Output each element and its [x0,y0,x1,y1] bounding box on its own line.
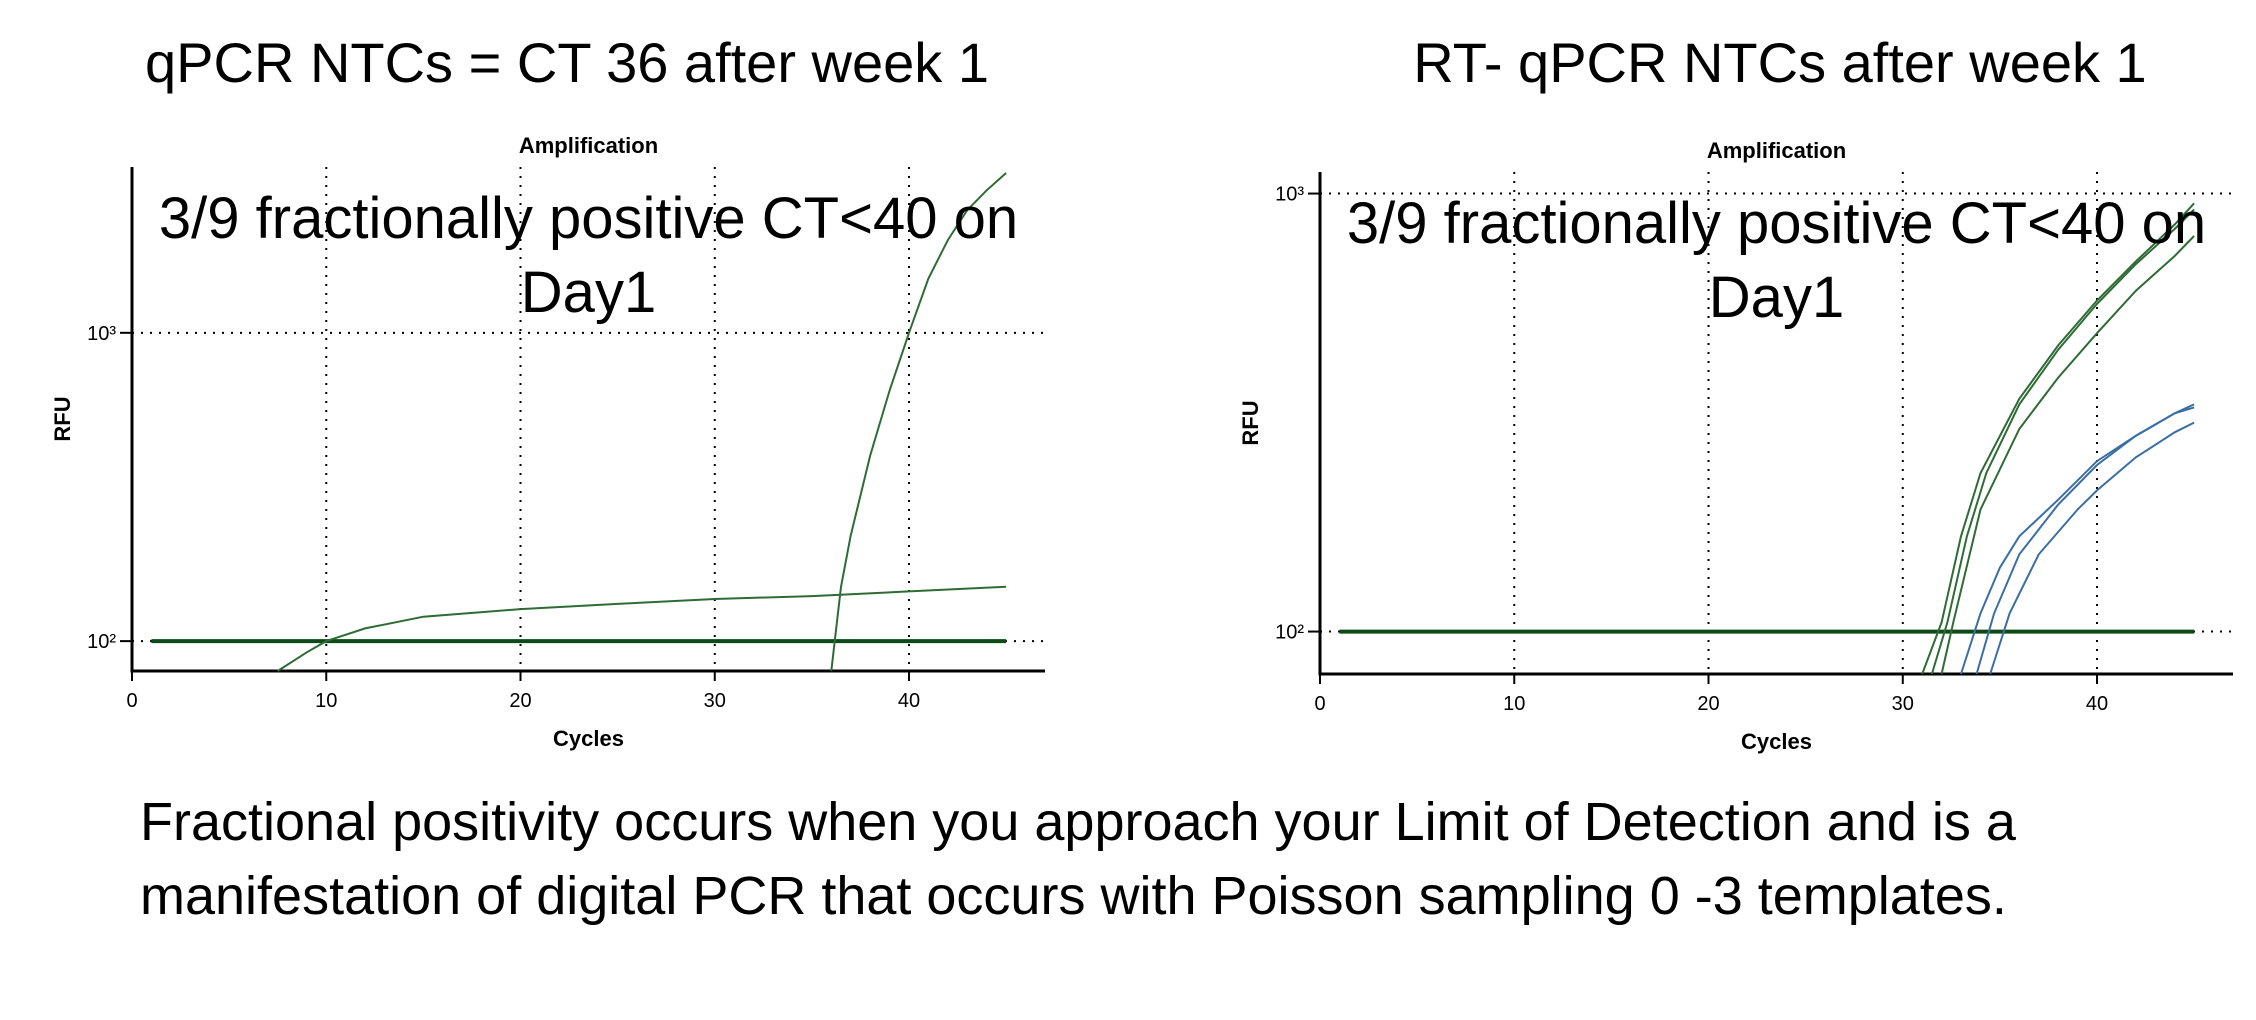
x-tick-label: 40 [2086,693,2108,715]
series-line [1989,421,2195,675]
heading: qPCR NTCs = CT 36 after week 1 [145,31,989,94]
x-axis-label: Cycles [1741,729,1812,754]
x-tick-label: 0 [1314,693,1325,715]
x-tick-label: 20 [1697,693,1719,715]
y-tick-label: 10² [1275,622,1304,644]
y-tick-label: 10³ [1275,184,1304,206]
y-axis-label: RFU [1238,400,1263,445]
axes [1318,172,2233,676]
footer-text: Fractional positivity occurs when you ap… [140,792,2016,926]
series-line [830,172,1007,672]
annotation: 3/9 fractionally positive CT<40 on Day1 [158,186,1019,325]
y-axis-label: RFU [50,396,75,441]
x-tick-label: 40 [898,690,920,712]
x-tick-label: 10 [1503,693,1525,715]
y-tick-label: 10³ [87,323,116,345]
x-tick-label: 0 [126,690,137,712]
chart-title: Amplification [519,133,658,158]
series-line [1921,202,2195,675]
axes [130,167,1045,673]
series-line [277,585,1007,672]
annotation: 3/9 fractionally positive CT<40 on Day1 [1346,191,2207,330]
x-tick-label: 10 [315,690,337,712]
x-tick-label: 30 [1892,693,1914,715]
x-tick-label: 30 [704,690,726,712]
series-line [1975,406,2195,675]
x-axis-label: Cycles [553,726,624,751]
y-tick-label: 10² [87,631,116,653]
chart-title: Amplification [1707,138,1846,163]
x-tick-label: 20 [509,690,531,712]
series-line [1940,235,2195,675]
series-line [1930,208,2195,675]
heading: RT- qPCR NTCs after week 1 [1413,31,2147,94]
